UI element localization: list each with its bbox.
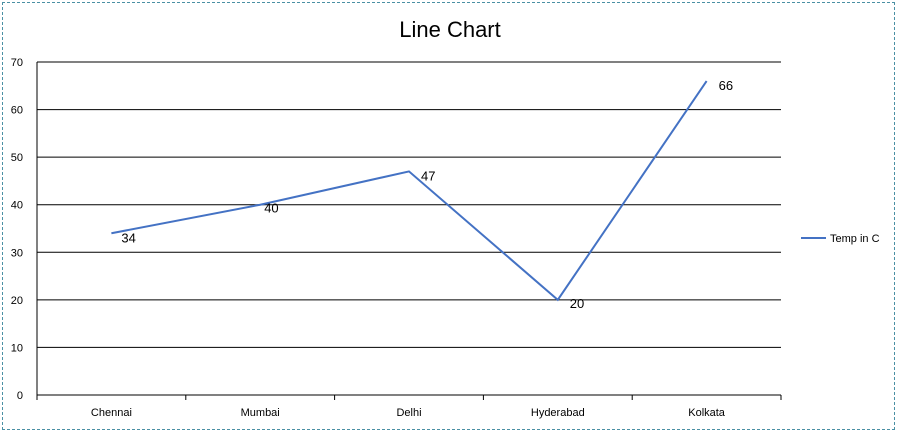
gridlines	[37, 61, 781, 396]
data-label: 47	[421, 168, 435, 183]
x-tick-label: Kolkata	[688, 407, 726, 419]
y-tick-label: 10	[11, 342, 23, 354]
x-tick-label: Mumbai	[241, 407, 280, 419]
x-tick-label: Chennai	[91, 407, 132, 419]
y-tick-label: 60	[11, 105, 23, 117]
legend: Temp in C	[801, 233, 880, 245]
chart-area	[2, 2, 895, 430]
x-tick-label: Hyderabad	[531, 407, 585, 419]
data-label: 34	[121, 230, 135, 245]
axes: 0 10 20 30 40 50 60 70 Chennai Mumbai Delhi Hyderab…	[11, 57, 782, 419]
data-label: 20	[570, 296, 584, 311]
y-tick-label: 40	[11, 200, 23, 212]
x-tick-label: Delhi	[396, 407, 421, 419]
data-label: 40	[264, 201, 278, 216]
series-line-temp	[111, 80, 708, 302]
data-label: 66	[719, 78, 733, 93]
data-labels: 34 40 47 20 66	[121, 78, 733, 311]
y-tick-label: 0	[17, 390, 23, 402]
y-tick-label: 50	[11, 152, 23, 164]
chart-title: Line Chart	[399, 17, 501, 42]
legend-label: Temp in C	[830, 233, 880, 245]
series-layer	[111, 80, 708, 302]
y-tick-label: 70	[11, 57, 23, 69]
y-tick-label: 30	[11, 247, 23, 259]
y-tick-label: 20	[11, 295, 23, 307]
